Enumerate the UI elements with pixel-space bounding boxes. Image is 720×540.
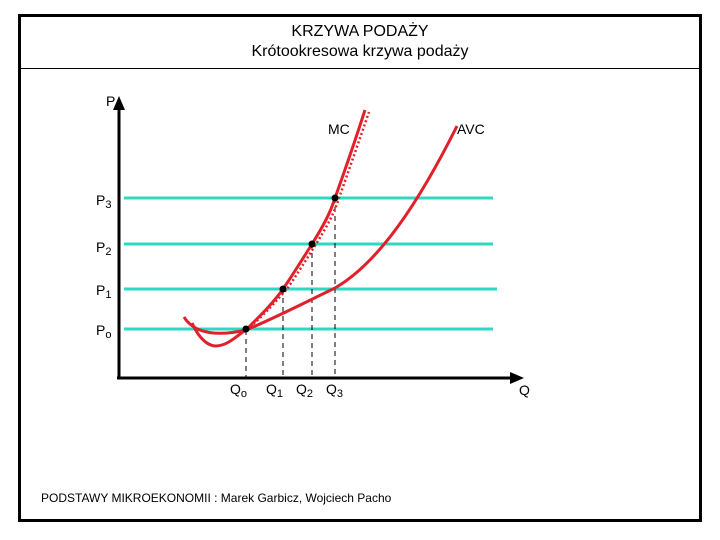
point-p3 xyxy=(331,194,339,202)
quantity-label-qo: Qo xyxy=(230,381,247,400)
quantity-label-qo-base: Q xyxy=(230,381,241,397)
quantity-label-qo-sub: o xyxy=(241,388,247,400)
mc-label: MC xyxy=(328,121,350,137)
price-label-p1-sub: 1 xyxy=(105,289,111,301)
avc-curve xyxy=(190,125,459,348)
quantity-label-q2: Q2 xyxy=(296,381,313,400)
price-label-p2: P2 xyxy=(96,239,111,258)
price-label-po: Po xyxy=(96,322,111,341)
footer-credit: PODSTAWY MIKROEKONOMII : Marek Garbicz, … xyxy=(41,491,392,505)
price-label-p1-base: P xyxy=(96,282,105,298)
x-axis-label: Q xyxy=(519,382,530,398)
y-axis-arrowhead xyxy=(113,96,125,110)
price-label-p2-base: P xyxy=(96,239,105,255)
supply-curve-hatch xyxy=(249,111,371,328)
price-label-p2-sub: 2 xyxy=(105,246,111,258)
price-label-p3-sub: 3 xyxy=(105,199,111,211)
quantity-label-q1-sub: 1 xyxy=(277,388,283,400)
price-label-p3: P3 xyxy=(96,192,111,211)
price-label-p1: P1 xyxy=(96,282,111,301)
quantity-label-q2-sub: 2 xyxy=(307,388,313,400)
quantity-label-q2-base: Q xyxy=(296,381,307,397)
title-area: KRZYWA PODAŻY Krótookresowa krzywa podaż… xyxy=(21,17,699,69)
quantity-label-q3: Q3 xyxy=(326,381,343,400)
price-label-po-sub: o xyxy=(105,329,111,341)
point-p1 xyxy=(279,285,287,293)
slide-title: KRZYWA PODAŻY xyxy=(291,23,429,40)
price-label-po-base: P xyxy=(96,322,105,338)
point-p2 xyxy=(308,240,316,248)
point-po xyxy=(242,325,250,333)
y-axis-label: P xyxy=(106,93,115,109)
x-axis-arrowhead xyxy=(510,372,524,384)
avc-label: AVC xyxy=(457,121,485,137)
mc-curve xyxy=(182,109,367,335)
slide-subtitle: Krótookresowa krzywa podaży xyxy=(251,43,469,60)
quantity-label-q1-base: Q xyxy=(266,381,277,397)
quantity-label-q3-sub: 3 xyxy=(337,388,343,400)
quantity-label-q3-base: Q xyxy=(326,381,337,397)
price-label-p3-base: P xyxy=(96,192,105,208)
quantity-label-q1: Q1 xyxy=(266,381,283,400)
